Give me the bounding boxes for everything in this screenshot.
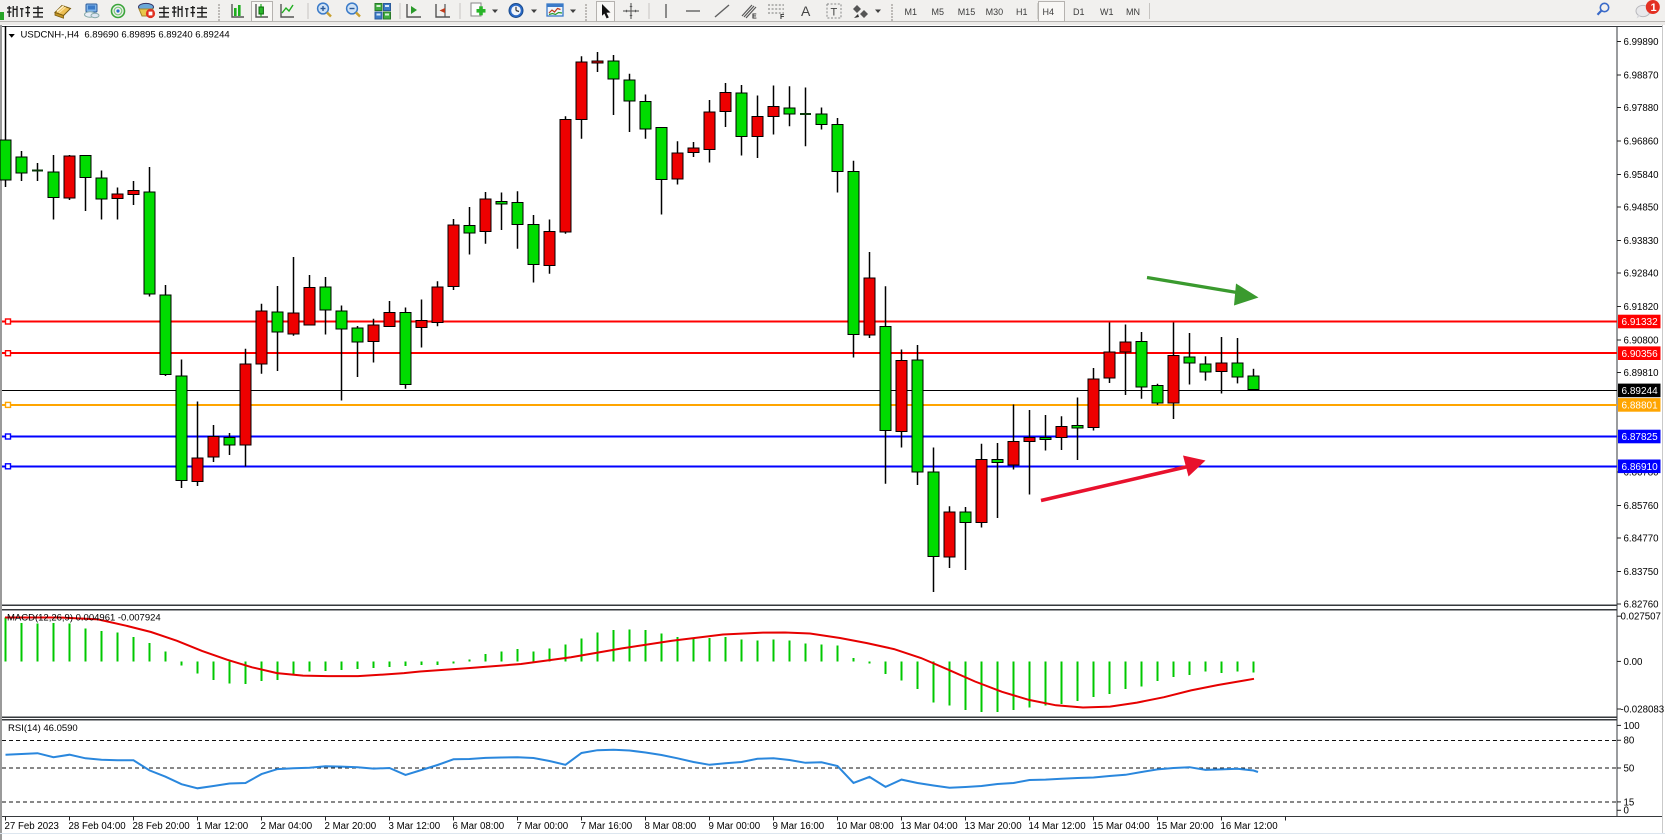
svg-text:1: 1 <box>1651 2 1657 14</box>
svg-text:W1: W1 <box>1100 7 1114 17</box>
svg-text:0.027507: 0.027507 <box>1621 612 1661 623</box>
svg-text:H4: H4 <box>1043 7 1055 17</box>
svg-text:6.98870: 6.98870 <box>1624 70 1660 81</box>
svg-text:10 Mar 08:00: 10 Mar 08:00 <box>837 821 895 832</box>
svg-text:6.94850: 6.94850 <box>1624 202 1660 213</box>
svg-text:3 Mar 12:00: 3 Mar 12:00 <box>389 821 441 832</box>
svg-text:6.93830: 6.93830 <box>1624 236 1660 247</box>
svg-text:6.87825: 6.87825 <box>1622 432 1659 443</box>
svg-text:E: E <box>752 14 757 21</box>
svg-text:1 Mar 12:00: 1 Mar 12:00 <box>197 821 249 832</box>
svg-text:6.95840: 6.95840 <box>1624 170 1660 181</box>
svg-text:15: 15 <box>1624 797 1635 808</box>
svg-text:6.96860: 6.96860 <box>1624 136 1660 147</box>
svg-text:6 Mar 08:00: 6 Mar 08:00 <box>453 821 505 832</box>
svg-text:USDCNH-,H4 6.89690 6.89895 6.: USDCNH-,H4 6.89690 6.89895 6.89240 6.892… <box>21 30 230 41</box>
svg-text:6.90800: 6.90800 <box>1624 335 1660 346</box>
svg-text:6.88801: 6.88801 <box>1622 401 1659 412</box>
svg-text:MACD(12,26,9) 0.004961 -0.0079: MACD(12,26,9) 0.004961 -0.007924 <box>7 613 161 624</box>
svg-text:2 Mar 20:00: 2 Mar 20:00 <box>325 821 377 832</box>
svg-text:8 Mar 08:00: 8 Mar 08:00 <box>645 821 697 832</box>
svg-text:0: 0 <box>1624 806 1630 817</box>
svg-text:6.83750: 6.83750 <box>1624 567 1660 578</box>
svg-text:9 Mar 00:00: 9 Mar 00:00 <box>709 821 761 832</box>
svg-text:M1: M1 <box>905 7 918 17</box>
svg-text:6.92840: 6.92840 <box>1624 268 1660 279</box>
svg-text:6.86910: 6.86910 <box>1622 462 1659 473</box>
svg-text:MN: MN <box>1126 7 1140 17</box>
svg-text:6.90356: 6.90356 <box>1622 349 1659 360</box>
svg-text:7 Mar 00:00: 7 Mar 00:00 <box>517 821 569 832</box>
svg-text:50: 50 <box>1624 763 1635 774</box>
svg-text:28 Feb 20:00: 28 Feb 20:00 <box>133 821 191 832</box>
svg-text:M30: M30 <box>986 7 1004 17</box>
svg-text:M15: M15 <box>958 7 976 17</box>
svg-text:6.97880: 6.97880 <box>1624 103 1660 114</box>
svg-text:6.85760: 6.85760 <box>1624 501 1660 512</box>
svg-text:2 Mar 04:00: 2 Mar 04:00 <box>261 821 313 832</box>
svg-text:6.99890: 6.99890 <box>1624 37 1660 48</box>
svg-text:13 Mar 04:00: 13 Mar 04:00 <box>901 821 959 832</box>
svg-text:A: A <box>801 3 811 19</box>
svg-text:6.89244: 6.89244 <box>1622 386 1659 397</box>
svg-text:27 Feb 2023: 27 Feb 2023 <box>5 821 59 832</box>
svg-text:RSI(14) 46.0590: RSI(14) 46.0590 <box>8 723 78 734</box>
svg-text:15 Mar 20:00: 15 Mar 20:00 <box>1157 821 1215 832</box>
svg-text:13 Mar 20:00: 13 Mar 20:00 <box>965 821 1023 832</box>
svg-text:6.89810: 6.89810 <box>1624 368 1660 379</box>
svg-text:6.82760: 6.82760 <box>1624 599 1660 610</box>
svg-text:6.91332: 6.91332 <box>1622 317 1659 328</box>
svg-text:T: T <box>831 7 838 19</box>
svg-text:9 Mar 16:00: 9 Mar 16:00 <box>773 821 825 832</box>
svg-text:6.84770: 6.84770 <box>1624 533 1660 544</box>
svg-text:0.00: 0.00 <box>1624 657 1643 668</box>
svg-text:80: 80 <box>1624 736 1635 747</box>
svg-text:14 Mar 12:00: 14 Mar 12:00 <box>1029 821 1087 832</box>
svg-text:H1: H1 <box>1016 7 1028 17</box>
svg-text:28 Feb 04:00: 28 Feb 04:00 <box>69 821 127 832</box>
svg-text:-0.028083: -0.028083 <box>1621 704 1665 715</box>
svg-text:100: 100 <box>1624 721 1641 732</box>
svg-text:16 Mar 12:00: 16 Mar 12:00 <box>1221 821 1279 832</box>
svg-text:15 Mar 04:00: 15 Mar 04:00 <box>1093 821 1151 832</box>
svg-text:7 Mar 16:00: 7 Mar 16:00 <box>581 821 633 832</box>
svg-text:F: F <box>780 14 785 21</box>
svg-text:D1: D1 <box>1073 7 1085 17</box>
svg-text:6.91820: 6.91820 <box>1624 302 1660 313</box>
svg-text:M5: M5 <box>932 7 945 17</box>
